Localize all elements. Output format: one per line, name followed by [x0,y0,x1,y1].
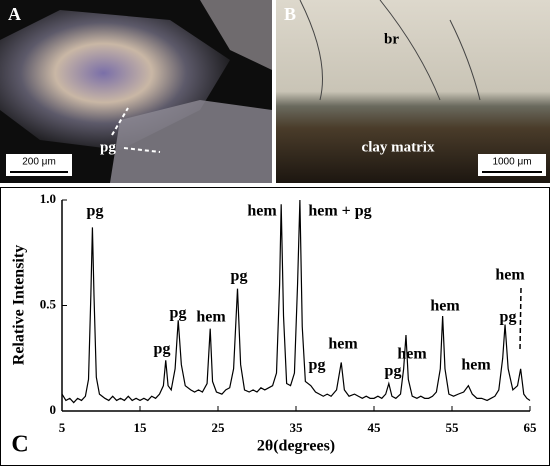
peak-label: pg [385,363,402,380]
scale-box [6,154,72,176]
peak-label: hem [328,336,358,353]
panel-label: C [11,432,28,458]
mineral-grain [110,100,272,183]
scale-label: 1000 μm [492,157,531,168]
x-tick-label: 25 [212,420,226,435]
peak-label: pg [231,268,248,285]
peak-label: hem [461,357,491,374]
x-axis-title: 2θ(degrees) [257,438,335,455]
y-tick-label: 1.0 [40,191,56,206]
peak-label: pg [170,305,187,322]
x-tick-label: 65 [524,420,538,435]
panel-b: B br clay matrix 1000 μm [276,0,550,183]
peak-label: hem + pg [308,203,371,220]
panel-a: A pg 200 μm [0,0,272,183]
peak-label: pg [500,309,517,326]
annotation: clay matrix [362,139,435,155]
peak-label: hem [247,203,277,220]
x-tick-label: 55 [446,420,460,435]
scale-label: 200 μm [22,157,56,168]
peak-label: pg [87,203,104,220]
x-tick-label: 15 [134,420,148,435]
peak-label: pg [154,341,171,358]
pointer [111,107,129,136]
peak-label: hem [196,309,226,326]
pointer [519,287,522,351]
peak-label: hem [430,298,460,315]
peak-label: pg [309,357,326,374]
pointer [123,147,161,153]
scale-box [478,154,546,176]
x-tick-label: 5 [59,420,66,435]
peak-label: hem [495,267,525,284]
intensity-line [61,199,531,404]
annotation: pg [100,139,116,155]
x-tick-label: 45 [368,420,382,435]
annotation: br [384,31,399,47]
frame [0,187,550,466]
x-tick-label: 35 [290,420,304,435]
y-axis-title: Relative Intensity [11,245,28,365]
mineral-grain [200,0,272,70]
crack [299,0,481,101]
y-tick-label: 0 [50,402,57,417]
panel-label: A [8,4,21,24]
panel-c: C 2θ(degrees) Relative Intensity 0 0.5 1.0… [0,187,550,466]
peak-label: hem [397,346,427,363]
y-tick-label: 0.5 [40,296,57,311]
panel-label: B [284,4,296,24]
